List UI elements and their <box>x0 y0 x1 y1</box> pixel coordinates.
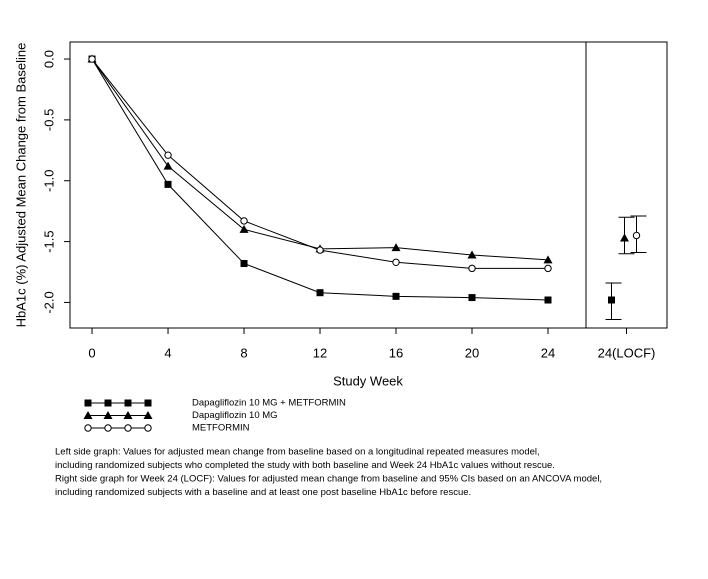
x-tick-label: 16 <box>389 345 403 360</box>
note: including randomized subjects who comple… <box>55 460 555 471</box>
x-tick-label: 4 <box>164 345 171 360</box>
marker <box>468 294 476 302</box>
note: Right side graph for Week 24 (LOCF): Val… <box>55 474 602 485</box>
marker <box>544 296 552 304</box>
marker <box>144 424 152 432</box>
marker <box>240 217 248 225</box>
legend-label: Dapagliflozin 10 MG <box>192 410 278 421</box>
y-tick-label: -1.0 <box>41 170 56 192</box>
marker <box>632 231 641 240</box>
plot-frame <box>69 41 668 329</box>
marker <box>163 161 173 170</box>
marker <box>608 296 615 304</box>
marker <box>620 233 629 242</box>
marker <box>316 246 324 254</box>
x-tick-label: 0 <box>88 345 95 360</box>
y-tick-label: 0.0 <box>41 50 56 68</box>
x-axis-label: Study Week <box>333 373 403 388</box>
x-tick-label: 20 <box>465 345 479 360</box>
marker <box>83 411 93 419</box>
marker <box>84 424 92 432</box>
marker <box>467 250 477 259</box>
legend-label: METFORMIN <box>192 423 250 434</box>
marker <box>104 399 112 407</box>
marker <box>544 264 552 273</box>
marker <box>124 399 132 407</box>
marker <box>543 255 553 264</box>
x-tick-label: 24(LOCF) <box>598 345 656 360</box>
marker <box>316 289 324 297</box>
marker <box>391 243 401 252</box>
y-axis-label: HbA1c (%) Adjusted Mean Change from Base… <box>13 43 28 328</box>
marker <box>84 399 92 407</box>
marker <box>240 259 248 267</box>
y-tick-label: -0.5 <box>41 109 56 131</box>
marker <box>164 180 172 188</box>
x-tick-label: 24 <box>541 345 555 360</box>
x-tick-label: 12 <box>313 345 327 360</box>
marker <box>392 258 400 266</box>
y-tick-label: -2.0 <box>41 291 56 313</box>
legend-label: Dapagliflozin 10 MG + METFORMIN <box>192 398 346 409</box>
x-tick-label: 8 <box>240 345 247 360</box>
marker <box>239 224 249 233</box>
marker <box>104 424 112 432</box>
marker <box>123 411 133 419</box>
marker <box>103 411 113 419</box>
marker <box>88 55 96 63</box>
marker <box>164 151 172 159</box>
y-tick-label: -1.5 <box>41 230 56 252</box>
marker <box>124 424 132 432</box>
note: including randomized subjects with a bas… <box>55 487 471 498</box>
marker <box>143 411 153 419</box>
marker <box>392 292 400 300</box>
note: Left side graph: Values for adjusted mea… <box>55 447 540 458</box>
marker <box>144 399 152 407</box>
marker <box>468 264 476 273</box>
